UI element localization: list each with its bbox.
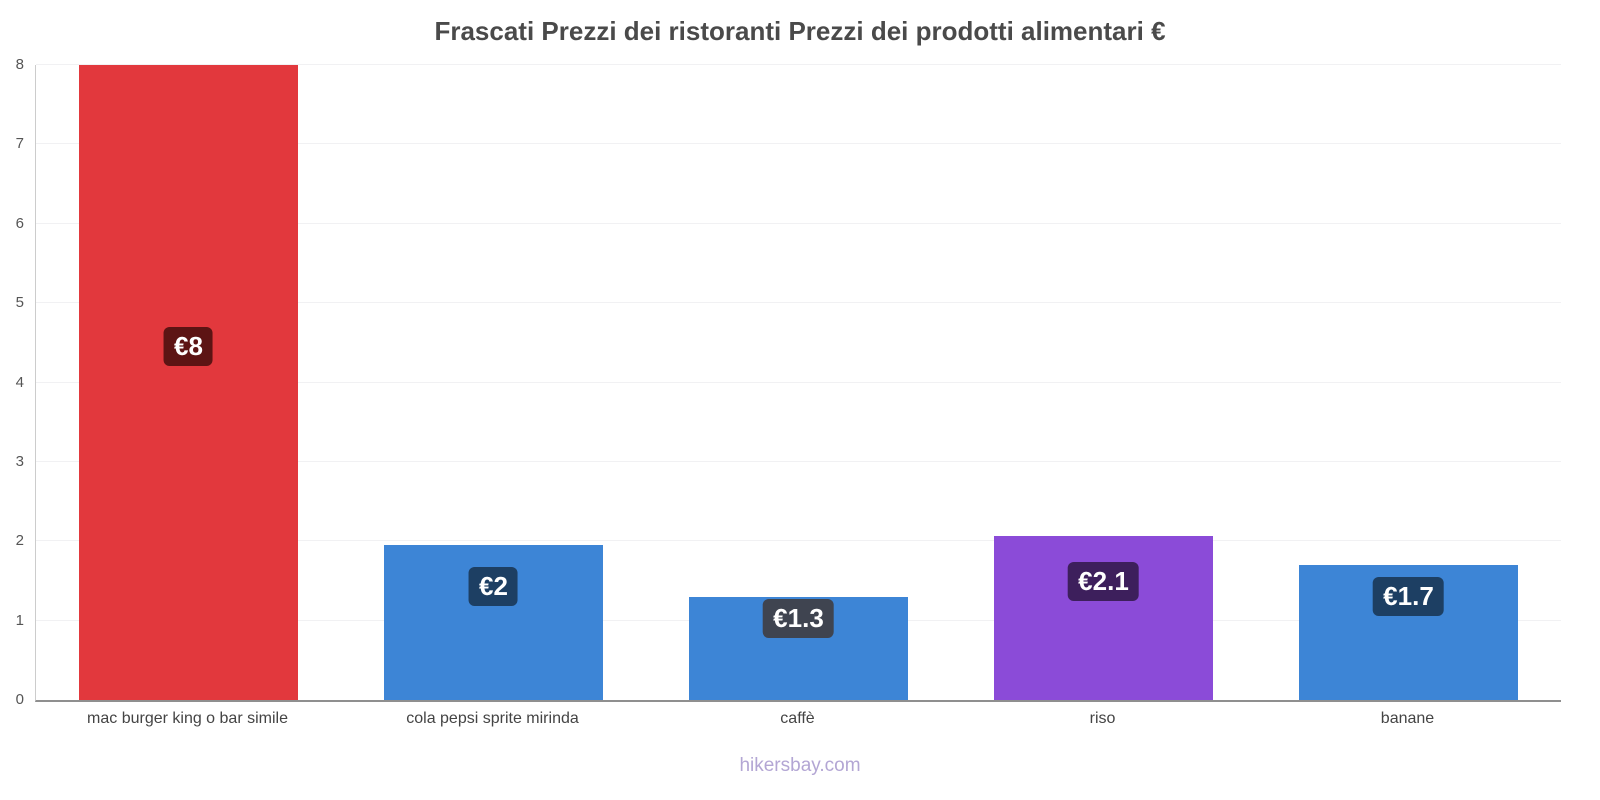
y-axis-tick: 5 xyxy=(15,294,24,312)
bar: €1.7 xyxy=(1298,565,1519,700)
bar-value-badge: €8 xyxy=(164,327,213,366)
y-axis-tick: 4 xyxy=(15,373,24,391)
bar: €8 xyxy=(78,65,299,700)
gridline xyxy=(36,302,1561,304)
chart-title: Frascati Prezzi dei ristoranti Prezzi de… xyxy=(434,16,1166,46)
bar: €2.1 xyxy=(993,535,1214,700)
gridline xyxy=(36,143,1561,145)
gridline xyxy=(36,381,1561,383)
y-axis: 0 1 2 3 4 5 6 7 8 xyxy=(0,56,30,708)
y-axis-tick: 6 xyxy=(15,214,24,232)
bar-value-badge: €2.1 xyxy=(1068,561,1139,601)
y-axis-tick: 7 xyxy=(15,135,24,153)
x-axis-label: mac burger king o bar simile xyxy=(87,710,288,727)
y-axis-tick: 8 xyxy=(15,56,24,73)
y-axis-tick: 0 xyxy=(15,691,24,708)
x-axis-label: caffè xyxy=(780,710,815,727)
bar-value-badge: €1.3 xyxy=(763,598,834,638)
watermark-hikersbay: hikersbay.com xyxy=(739,755,861,776)
gridline xyxy=(36,64,1561,65)
bar: €1.3 xyxy=(688,596,909,700)
gridline xyxy=(36,540,1561,542)
y-axis-tick: 3 xyxy=(15,452,24,470)
x-axis-label: cola pepsi sprite mirinda xyxy=(406,710,579,727)
x-axis-label: riso xyxy=(1089,710,1116,727)
bar: €2 xyxy=(383,545,604,700)
y-axis-tick: 2 xyxy=(15,532,24,550)
x-axis-labels: mac burger king o bar simile cola pepsi s… xyxy=(35,710,1560,736)
plot-area: €8 €2 €1.3 €2.1 €1.7 xyxy=(35,64,1561,702)
gridline xyxy=(36,460,1561,462)
bar-value-badge: €2 xyxy=(469,567,518,607)
gridline xyxy=(36,222,1561,224)
y-axis-tick: 1 xyxy=(15,611,24,629)
x-axis-label: banane xyxy=(1380,710,1435,727)
bar-value-badge: €1.7 xyxy=(1373,577,1444,617)
